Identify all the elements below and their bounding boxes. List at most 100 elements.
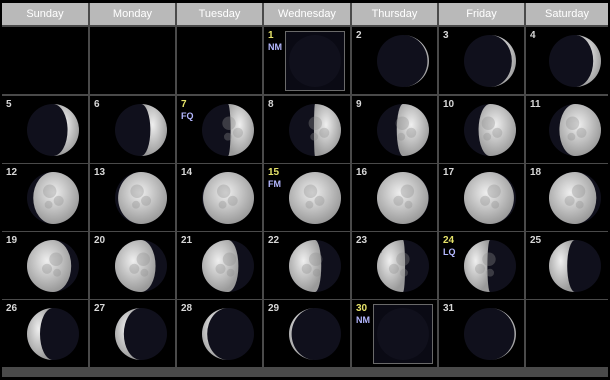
crater: [400, 184, 415, 198]
day-cell: 10: [439, 96, 524, 163]
crater: [41, 263, 53, 274]
crater: [400, 268, 408, 277]
moon-phase-icon: [289, 240, 341, 292]
weekday-header-sunday: Sunday: [2, 3, 88, 25]
day-number: 26: [6, 303, 18, 314]
day-number: 25: [530, 235, 542, 246]
crater: [308, 252, 323, 266]
moon-lit: [118, 172, 167, 224]
moon-lit: [115, 240, 156, 292]
moon-lit: [478, 104, 516, 156]
moon-phase-icon: [464, 35, 516, 87]
day-number: 4: [530, 30, 536, 41]
phase-label: FM: [268, 179, 281, 189]
moon-lit: [549, 240, 575, 292]
crater: [395, 116, 410, 130]
moon-phase-icon: [115, 104, 167, 156]
empty-cell: [526, 300, 608, 367]
weekday-header-wednesday: Wednesday: [264, 3, 350, 25]
moon-phase-icon: [27, 240, 79, 292]
crater: [575, 200, 584, 209]
day-number: 12: [6, 167, 18, 178]
day-number: 30: [356, 303, 368, 314]
moon-lit: [228, 104, 254, 156]
moon-lit: [396, 104, 429, 156]
crater: [44, 200, 53, 209]
weekday-header-tuesday: Tuesday: [177, 3, 262, 25]
crater: [487, 184, 501, 198]
crater: [53, 195, 64, 206]
day-cell: 8: [264, 96, 350, 163]
moon-lit: [141, 104, 167, 156]
crater: [223, 132, 232, 141]
day-cell: 22: [264, 232, 350, 299]
moon-calendar: Sunday Monday Tuesday Wednesday Thursday Frid…: [2, 3, 608, 377]
moon-phase-icon: [289, 172, 341, 224]
crater: [492, 127, 503, 138]
crater: [483, 132, 492, 141]
day-number: 18: [530, 167, 542, 178]
day-number: 7: [181, 99, 187, 110]
day-number: 13: [94, 167, 106, 178]
crater: [129, 263, 140, 274]
day-cell: 31: [439, 300, 524, 367]
day-number: 8: [268, 99, 274, 110]
crater: [480, 195, 491, 206]
crater: [474, 263, 486, 274]
moon-phase-icon: [289, 104, 341, 156]
moon-lit: [377, 240, 406, 292]
moon-lit: [27, 308, 53, 360]
day-cell: 1 NM: [264, 27, 350, 94]
day-number: 21: [181, 235, 193, 246]
moon-shadow: [202, 308, 254, 360]
moon-lit: [202, 308, 228, 360]
crater: [141, 195, 152, 206]
crater: [53, 268, 62, 277]
moon-phase-icon: [27, 172, 79, 224]
crater: [310, 132, 319, 141]
moon-phase-icon: [289, 308, 341, 360]
day-cell: 4: [526, 27, 608, 94]
moon-phase-icon: [377, 172, 429, 224]
crater: [564, 195, 575, 206]
crater: [388, 263, 399, 274]
moon-phase-icon: [464, 308, 516, 360]
day-cell: 6: [90, 96, 175, 163]
moon-shadow: [289, 308, 341, 360]
crater: [314, 195, 325, 206]
moon-shadow: [549, 35, 601, 87]
crater: [308, 116, 323, 130]
day-number: 22: [268, 235, 280, 246]
phase-label: NM: [356, 315, 370, 325]
moon-phase-icon: [202, 308, 254, 360]
moon-shadow: [464, 308, 516, 360]
crater: [565, 116, 580, 130]
moon-lit: [313, 104, 341, 156]
empty-cell: [90, 27, 175, 94]
crater: [567, 132, 576, 141]
empty-cell: [177, 27, 262, 94]
day-number: 9: [356, 99, 362, 110]
day-number: 27: [94, 303, 106, 314]
day-number: 23: [356, 235, 368, 246]
crater: [393, 195, 404, 206]
moon-phase-icon: [202, 104, 254, 156]
day-cell: 28: [177, 300, 262, 367]
crater: [130, 184, 144, 198]
day-cell: 30 NM: [352, 300, 437, 367]
day-number: 11: [530, 99, 541, 110]
moon-lit: [289, 172, 341, 224]
crater: [396, 252, 410, 266]
day-cell: 9: [352, 96, 437, 163]
moon-lit: [464, 172, 514, 224]
weekday-header-friday: Friday: [439, 3, 524, 25]
moon-phase-icon: [115, 172, 167, 224]
day-cell: 21: [177, 232, 262, 299]
moon-lit: [377, 172, 429, 224]
moon-phase-icon: [549, 172, 601, 224]
crater: [43, 184, 57, 198]
moon-phase-icon: [464, 240, 516, 292]
day-cell: 2: [352, 27, 437, 94]
moon-lit: [53, 104, 79, 156]
crater: [491, 200, 500, 209]
